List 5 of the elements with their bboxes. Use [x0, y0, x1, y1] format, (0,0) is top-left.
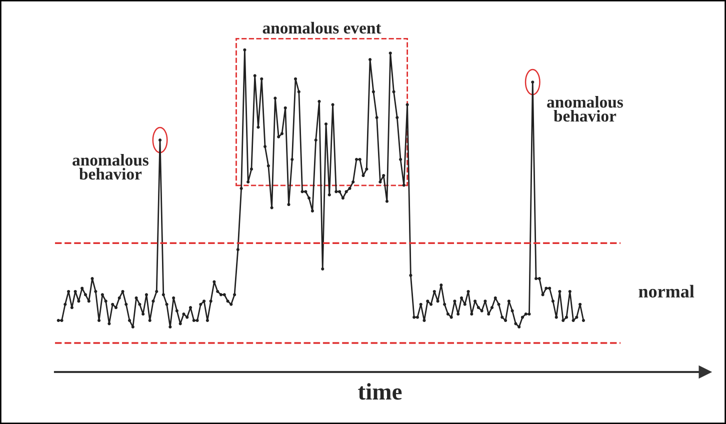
annotation: anomalous behavior — [72, 154, 148, 180]
text: normal — [638, 284, 694, 298]
x-axis-title: time — [358, 383, 402, 400]
annotation: anomalous behavior — [547, 96, 623, 122]
text: anomalous event — [262, 22, 382, 34]
